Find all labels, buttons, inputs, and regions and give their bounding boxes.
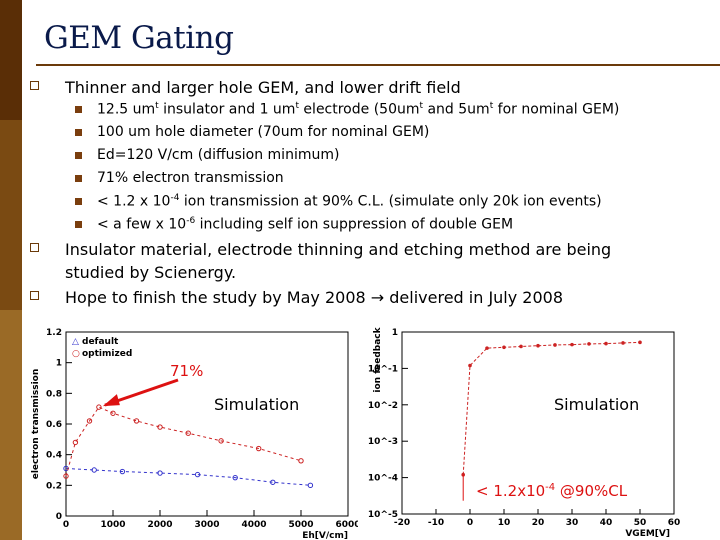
data-point-optimized bbox=[256, 445, 262, 452]
data-point-optimized bbox=[218, 438, 224, 444]
sub-bullet-text: 71% electron transmission bbox=[97, 170, 284, 186]
x-tick-label: 4000 bbox=[241, 520, 266, 530]
x-tick-label: 0 bbox=[467, 518, 473, 528]
annotation-71-percent: 71% bbox=[170, 362, 203, 380]
data-point-optimized bbox=[157, 424, 163, 430]
y-axis-label: ion feedback bbox=[373, 326, 383, 392]
x-tick-label: 20 bbox=[532, 518, 545, 528]
x-tick-label: 40 bbox=[600, 518, 613, 528]
y-tick-label: 0.2 bbox=[46, 481, 62, 491]
x-tick-label: 6000 bbox=[335, 520, 358, 530]
ion-feedback-chart: 10^-5 10^-4 10^-3 10^-2 10^-1 1 -20 -10 0 10 20 30 4… bbox=[368, 326, 681, 539]
y-tick-label: 10^-1 bbox=[368, 364, 398, 374]
bullet-text: Hope to finish the study by May 2008 → d… bbox=[65, 288, 564, 307]
title-underline bbox=[36, 64, 720, 66]
data-point-default bbox=[307, 482, 314, 489]
x-axis-label: VGEM[V] bbox=[625, 529, 670, 539]
data-point bbox=[604, 341, 608, 346]
legend-default-marker: △ bbox=[72, 337, 79, 347]
sub-bullet-marker bbox=[75, 198, 82, 205]
y-tick-label: 1 bbox=[392, 328, 398, 338]
bullet-text: Insulator material, electrode thinning a… bbox=[65, 240, 612, 259]
y-tick-label: 0.8 bbox=[46, 389, 62, 399]
sub-bullet-marker bbox=[75, 106, 82, 113]
annotation-arrow-head bbox=[102, 394, 120, 407]
data-point-optimized bbox=[86, 418, 93, 424]
series-line bbox=[462, 341, 641, 475]
data-point bbox=[502, 345, 506, 350]
sidebar-decoration bbox=[0, 0, 22, 540]
x-tick-label: 2000 bbox=[147, 520, 172, 530]
sub-bullet-text: 100 um hole diameter (70um for nominal G… bbox=[97, 124, 430, 140]
data-point-optimized bbox=[110, 410, 116, 416]
y-tick-label: 10^-2 bbox=[368, 401, 398, 411]
x-tick-label: 5000 bbox=[288, 520, 313, 530]
y-tick-label: 10^-3 bbox=[368, 437, 398, 447]
y-tick-label: 0 bbox=[56, 512, 62, 522]
legend-default: default bbox=[82, 337, 119, 347]
x-tick-label: -10 bbox=[428, 518, 444, 528]
bullet-marker bbox=[30, 291, 39, 300]
y-tick-label: 0.4 bbox=[46, 451, 62, 461]
data-point bbox=[621, 341, 625, 345]
series-line-default bbox=[65, 467, 311, 486]
bullet-marker bbox=[30, 243, 39, 252]
sub-bullet-text: 12.5 umt insulator and 1 umt electrode (… bbox=[97, 101, 620, 118]
data-point-optimized bbox=[133, 418, 140, 424]
x-axis-label: Eh[V/cm] bbox=[302, 531, 348, 540]
sub-bullet-marker bbox=[75, 175, 82, 182]
y-tick-label: 0.6 bbox=[46, 420, 62, 430]
sub-bullet-text: Ed=120 V/cm (diffusion minimum) bbox=[97, 147, 340, 163]
plot-frame bbox=[65, 331, 349, 517]
series-line-optimized bbox=[65, 406, 302, 477]
data-point bbox=[570, 342, 574, 347]
x-tick-label: 60 bbox=[668, 518, 681, 528]
y-tick-label: 1.2 bbox=[46, 328, 62, 338]
data-point-default bbox=[91, 467, 97, 473]
sub-bullet-marker bbox=[75, 129, 82, 136]
data-point-optimized bbox=[185, 430, 191, 436]
page-title: GEM Gating bbox=[44, 20, 234, 56]
sub-bullet-marker bbox=[75, 152, 82, 159]
simulation-label: Simulation bbox=[554, 395, 639, 414]
data-point-optimized bbox=[72, 439, 79, 446]
data-point-optimized bbox=[298, 458, 304, 464]
x-tick-label: -20 bbox=[394, 518, 410, 528]
annotation-ion-limit: < 1.2x10-4 @90%CL bbox=[476, 482, 628, 500]
data-point-optimized bbox=[63, 473, 69, 479]
x-tick-label: 30 bbox=[566, 518, 579, 528]
legend-optimized: optimized bbox=[82, 349, 132, 359]
sub-bullet-marker bbox=[75, 221, 82, 228]
data-point bbox=[587, 342, 591, 346]
bullet-marker bbox=[30, 81, 39, 90]
data-point-default bbox=[119, 468, 126, 475]
x-tick-label: 10 bbox=[498, 518, 511, 528]
data-point bbox=[519, 344, 523, 349]
sub-bullet-text: < 1.2 x 10-4 ion transmission at 90% C.L… bbox=[97, 193, 602, 210]
data-point bbox=[553, 343, 557, 347]
data-point bbox=[468, 363, 472, 368]
y-tick-label: 1 bbox=[56, 359, 62, 369]
x-tick-label: 3000 bbox=[194, 520, 219, 530]
data-point bbox=[485, 346, 489, 350]
data-point-default bbox=[232, 474, 238, 481]
y-tick-label: 10^-4 bbox=[368, 474, 398, 484]
data-point bbox=[536, 343, 540, 348]
y-axis-label: electron transmission bbox=[31, 369, 41, 480]
data-point-default bbox=[194, 471, 201, 478]
simulation-label: Simulation bbox=[214, 395, 299, 414]
data-point-default bbox=[157, 470, 163, 476]
x-tick-label: 1000 bbox=[100, 520, 125, 530]
data-point bbox=[638, 340, 642, 345]
x-tick-label: 0 bbox=[63, 520, 69, 530]
bullet-text: Thinner and larger hole GEM, and lower d… bbox=[65, 78, 461, 97]
x-tick-label: 50 bbox=[634, 518, 647, 528]
sub-bullet-text: < a few x 10-6 including self ion suppre… bbox=[97, 216, 514, 233]
legend-optimized-marker: ○ bbox=[72, 349, 80, 359]
data-point-optimized bbox=[96, 404, 102, 410]
bullet-text: studied by Scienergy. bbox=[65, 263, 237, 282]
data-point-default bbox=[270, 479, 276, 485]
y-tick-label: 10^-5 bbox=[368, 510, 398, 520]
electron-transmission-chart: 0 0.2 0.4 0.6 0.8 1 1.2 0 1000 2000 3000 4000 5000 60… bbox=[31, 328, 358, 540]
